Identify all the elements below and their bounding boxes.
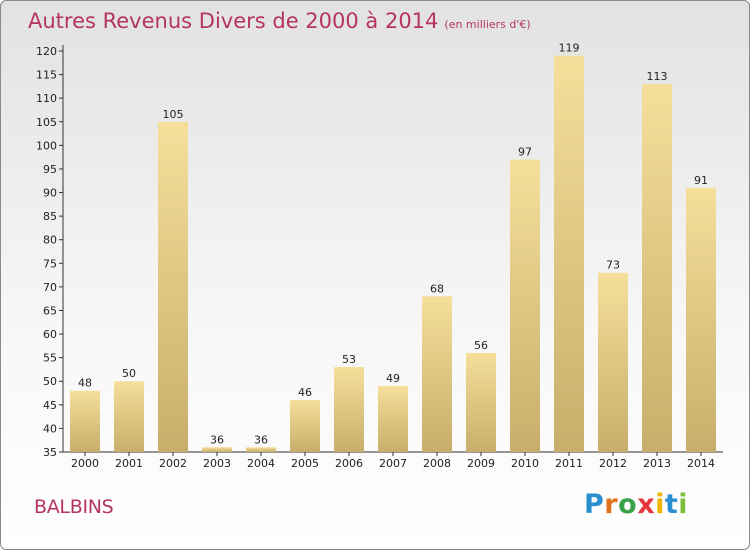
data-label: 36 (254, 433, 268, 446)
x-tick-label: 2000 (71, 457, 99, 470)
bar (290, 400, 320, 452)
data-label: 119 (559, 42, 580, 55)
x-tick-label: 2006 (335, 457, 363, 470)
bar (158, 121, 188, 452)
y-tick-label: 80 (43, 234, 57, 247)
bar (246, 447, 276, 452)
y-tick-label: 70 (43, 281, 57, 294)
bar (378, 385, 408, 452)
y-tick-label: 60 (43, 328, 57, 341)
data-label: 49 (386, 372, 400, 385)
data-label: 105 (163, 108, 184, 121)
x-tick-label: 2001 (115, 457, 143, 470)
x-axis: 2000 2001 2002 2003 2004 2005 2006 2007 2008 2009… (63, 451, 723, 470)
bar (70, 390, 100, 452)
logo-letter: P (584, 489, 605, 520)
x-tick-label: 2003 (203, 457, 231, 470)
y-tick-label: 55 (43, 352, 57, 365)
bar (598, 272, 628, 452)
bar (642, 84, 672, 452)
x-tick-label: 2005 (291, 457, 319, 470)
logo-letter: r (604, 489, 619, 520)
y-tick-label: 45 (43, 399, 57, 412)
y-tick-label: 110 (36, 92, 57, 105)
logo-letter: i (678, 489, 689, 520)
x-tick-label: 2004 (247, 457, 275, 470)
x-tick-label: 2002 (159, 457, 187, 470)
y-tick-label: 100 (36, 139, 57, 152)
y-axis: 35 40 45 50 55 60 65 70 75 80 85 90 95 100 105 110 115 12… (36, 45, 64, 459)
y-tick-label: 65 (43, 304, 57, 317)
bar (686, 187, 716, 452)
logo-letter: t (664, 489, 679, 520)
y-tick-label: 40 (43, 422, 57, 435)
bar (554, 55, 584, 452)
data-label: 113 (647, 70, 668, 83)
chart-title: Autres Revenus Divers de 2000 à 2014 (en … (28, 9, 531, 33)
y-tick-label: 35 (43, 446, 57, 459)
data-label: 46 (298, 386, 312, 399)
y-tick-label: 120 (36, 45, 57, 58)
commune-name: BALBINS (34, 496, 114, 518)
x-tick-label: 2011 (555, 457, 583, 470)
y-tick-label: 75 (43, 257, 57, 270)
x-tick-label: 2008 (423, 457, 451, 470)
y-tick-label: 90 (43, 187, 57, 200)
proxiti-logo[interactable]: Proxiti (584, 489, 688, 520)
x-tick-label: 2009 (467, 457, 495, 470)
chart-unit: (en milliers d'€) (444, 18, 531, 31)
y-tick-label: 50 (43, 375, 57, 388)
y-tick-label: 95 (43, 163, 57, 176)
data-label: 91 (694, 174, 708, 187)
bar (334, 367, 364, 452)
data-label: 97 (518, 146, 532, 159)
bar (114, 381, 144, 452)
data-label: 56 (474, 339, 488, 352)
data-label: 73 (606, 259, 620, 272)
bar (510, 159, 540, 452)
y-tick-label: 115 (36, 69, 57, 82)
data-label: 48 (78, 377, 92, 390)
chart-title-text: Autres Revenus Divers de 2000 à 2014 (28, 9, 439, 33)
bar (202, 447, 232, 452)
bar (422, 296, 452, 452)
data-label: 50 (122, 367, 136, 380)
y-tick-label: 105 (36, 116, 57, 129)
x-tick-label: 2013 (643, 457, 671, 470)
x-tick-label: 2010 (511, 457, 539, 470)
x-tick-label: 2007 (379, 457, 407, 470)
logo-letter: o (618, 489, 638, 520)
x-tick-label: 2012 (599, 457, 627, 470)
logo-letter: i (655, 489, 665, 520)
data-label: 53 (342, 353, 356, 366)
value-labels: 48 50 105 36 36 46 53 49 68 56 97 119 73 113 91 (78, 42, 708, 447)
bars (70, 55, 716, 452)
logo-letter: x (637, 489, 656, 520)
data-label: 68 (430, 282, 444, 295)
y-tick-label: 85 (43, 210, 57, 223)
data-label: 36 (210, 433, 224, 446)
x-tick-label: 2014 (687, 457, 715, 470)
bar (466, 352, 496, 452)
